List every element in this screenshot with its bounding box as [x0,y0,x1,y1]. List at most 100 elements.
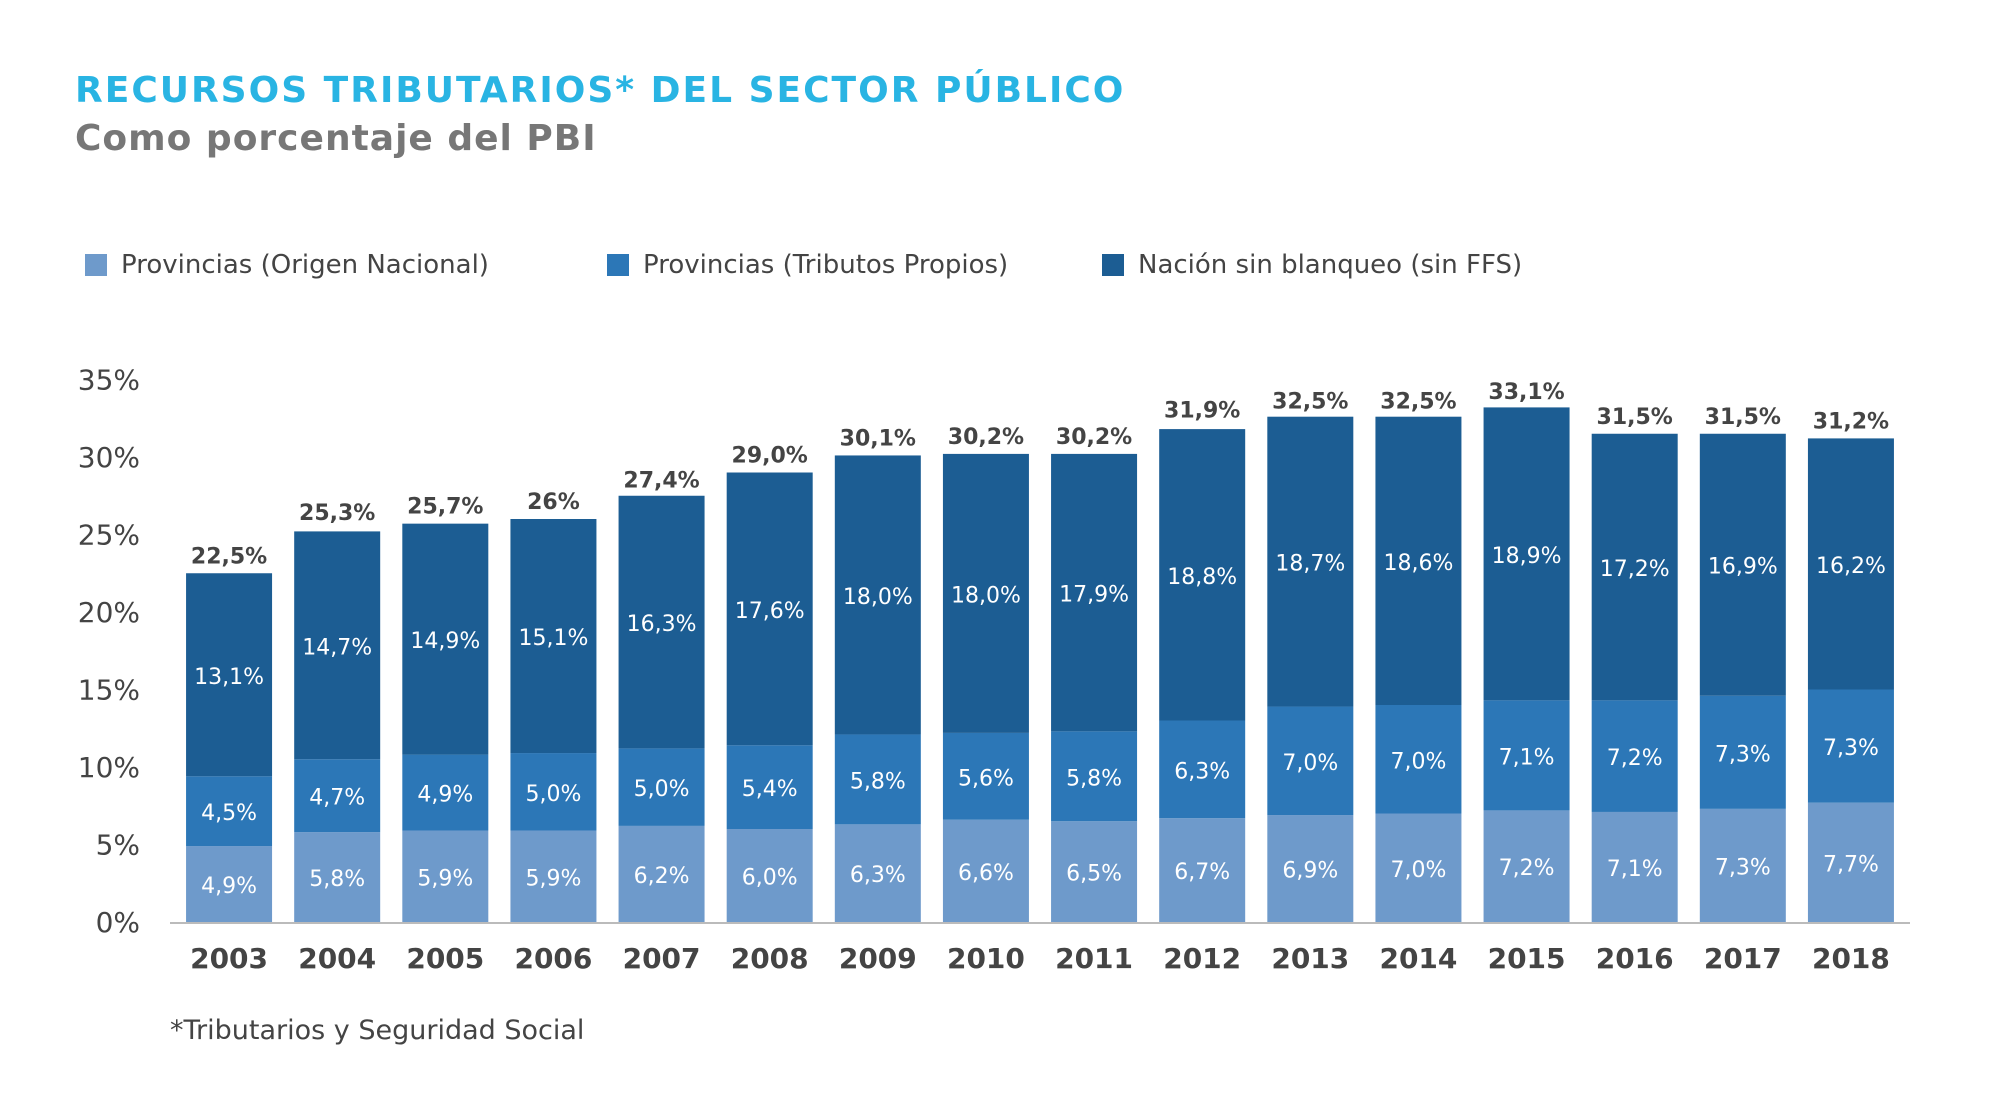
bar-segment-2 [942,732,1029,820]
bar-segment-1 [1267,815,1354,922]
segment-value-label: 7,2% [1499,856,1555,881]
bar-segment-1 [294,832,381,922]
bar-segment-3 [1483,407,1570,701]
segment-value-label: 5,6% [958,766,1014,791]
y-tick-label: 35% [78,364,140,397]
y-tick-label: 10% [78,751,140,784]
bar-segment-3 [618,495,705,749]
segment-value-label: 7,1% [1607,857,1663,882]
x-tick-label: 2009 [839,942,917,975]
bar-segment-3 [1699,433,1786,696]
bar-segment-2 [402,754,489,831]
segment-value-label: 15,1% [518,626,588,651]
bar-total-label: 33,1% [1488,380,1564,405]
segment-value-label: 7,1% [1499,745,1555,770]
bar-segment-1 [726,829,813,922]
segment-value-label: 7,0% [1390,858,1446,883]
y-tick-label: 5% [96,829,140,862]
bar-segment-2 [294,759,381,833]
bar-segment-3 [834,455,921,735]
bar-segment-2 [834,734,921,825]
segment-value-label: 5,0% [634,777,690,802]
bar-segment-2 [1159,720,1246,819]
x-tick-label: 2018 [1812,942,1890,975]
bar-segment-3 [942,453,1029,733]
segment-value-label: 4,5% [201,801,257,826]
y-tick-label: 25% [78,519,140,552]
bar-segment-1 [1591,811,1678,922]
bar-segment-2 [726,745,813,829]
segment-value-label: 5,8% [309,867,365,892]
segment-value-label: 4,7% [309,786,365,811]
bar-segment-1 [1699,808,1786,922]
bar-segment-1 [942,819,1029,922]
segment-value-label: 17,9% [1059,583,1129,608]
x-tick-label: 2011 [1055,942,1133,975]
segment-value-label: 5,8% [1066,766,1122,791]
bar-segment-1 [1807,802,1894,922]
segment-value-label: 7,7% [1823,852,1879,877]
segment-value-label: 14,9% [410,629,480,654]
legend-swatch-provincias-tributos-propios [607,254,629,276]
legend-item-provincias-tributos-propios: Provincias (Tributos Propios) [607,250,1008,280]
segment-value-label: 4,9% [417,783,473,808]
bar-total-label: 30,2% [948,425,1024,450]
x-tick-label: 2008 [731,942,809,975]
bar-segment-1 [402,830,489,922]
bar-segment-1 [618,825,705,922]
segment-value-label: 16,9% [1708,555,1778,580]
bar-segment-2 [510,753,597,831]
bar-segment-1 [1483,810,1570,922]
segment-value-label: 7,2% [1607,746,1663,771]
y-tick-label: 0% [96,906,140,939]
x-tick-label: 2017 [1704,942,1782,975]
x-tick-label: 2015 [1488,942,1566,975]
stacked-bar-chart: 0% 5% 10% 15% 20% 25% 30% 35% 4,9% 4,5% 13,1% 22,5%… [78,364,1910,975]
segment-value-label: 7,3% [1715,742,1771,767]
bar-segment-3 [726,472,813,746]
bar-segment-3 [1375,416,1462,705]
bar-segment-3 [510,519,597,754]
bar-total-label: 31,2% [1813,409,1889,434]
segment-value-label: 4,9% [201,874,257,899]
bar-segment-1 [1375,813,1462,922]
bar-total-label: 22,5% [191,544,267,569]
bar-segment-2 [1699,695,1786,809]
bar-segment-2 [1375,705,1462,814]
x-tick-label: 2006 [514,942,592,975]
bar-total-label: 31,5% [1597,405,1673,430]
bar-segment-3 [402,523,489,755]
bar-total-label: 31,9% [1164,399,1240,424]
legend-swatch-provincias-origen-nacional [85,254,107,276]
x-tick-label: 2014 [1379,942,1457,975]
segment-value-label: 7,3% [1715,855,1771,880]
segment-value-label: 14,7% [302,635,372,660]
bar-total-label: 26% [527,490,580,515]
x-tick-label: 2003 [190,942,268,975]
segment-value-label: 5,8% [850,769,906,794]
segment-value-label: 5,9% [417,866,473,891]
segment-value-label: 17,2% [1600,557,1670,582]
segment-value-label: 6,5% [1066,862,1122,887]
segment-value-label: 6,3% [1174,759,1230,784]
y-tick-label: 30% [78,441,140,474]
x-tick-label: 2007 [623,942,701,975]
bar-segment-2 [1807,689,1894,803]
segment-value-label: 5,0% [525,782,581,807]
segment-value-label: 7,0% [1282,751,1338,776]
segment-value-label: 16,2% [1816,554,1886,579]
legend-label-provincias-tributos-propios: Provincias (Tributos Propios) [643,250,1009,280]
bar-segment-3 [294,531,381,760]
bar-segment-2 [1051,731,1138,822]
segment-value-label: 6,3% [850,863,906,888]
y-tick-label: 20% [78,596,140,629]
bar-segment-1 [1159,818,1246,922]
bar-segment-3 [1159,429,1246,721]
bar-segment-2 [1591,700,1678,812]
legend-label-provincias-origen-nacional: Provincias (Origen Nacional) [121,250,489,280]
segment-value-label: 6,6% [958,861,1014,886]
x-tick-label: 2016 [1596,942,1674,975]
bar-total-label: 32,5% [1380,389,1456,414]
x-tick-label: 2010 [947,942,1025,975]
bar-segment-3 [186,573,273,777]
